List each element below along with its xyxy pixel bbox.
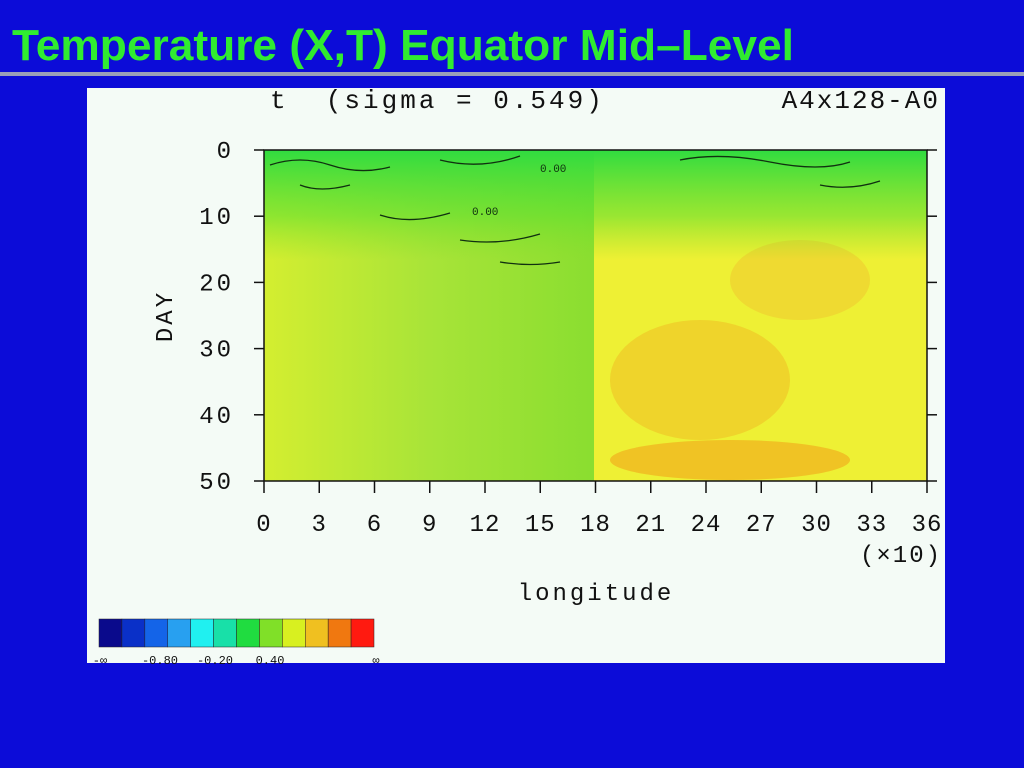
x-tick-label: 27 — [746, 512, 777, 539]
colorbar-swatch — [259, 618, 283, 648]
colorbar-swatch — [167, 618, 191, 648]
colorbar-label: -0.80 — [142, 654, 178, 668]
plot-title: t (sigma = 0.549) — [270, 86, 605, 116]
run-label: A4x128-A0 — [782, 86, 940, 116]
warm-patch — [610, 440, 850, 480]
colorbar-label: -0.20 — [197, 654, 233, 668]
slide-title: Temperature (X,T) Equator Mid–Level — [12, 21, 794, 70]
colorbar-swatch — [190, 618, 214, 648]
y-tick-label: 50 — [199, 470, 234, 497]
colorbar-swatch — [213, 618, 237, 648]
colorbar-swatch — [305, 618, 329, 648]
x-axis-label: longitude — [518, 581, 675, 608]
x-tick-label: 6 — [367, 512, 382, 539]
colorbar-swatch — [144, 618, 168, 648]
contour-label: 0.00 — [540, 164, 566, 176]
colorbar-swatch — [282, 618, 306, 648]
x-tick-label: 12 — [470, 512, 501, 539]
x-tick-label: 33 — [856, 512, 887, 539]
y-tick-label: 20 — [199, 271, 234, 298]
x-tick-label: 0 — [256, 512, 271, 539]
colorbar-swatch — [98, 618, 123, 648]
y-axis-label: DAY — [153, 290, 180, 342]
x-tick-label: 18 — [580, 512, 611, 539]
x-tick-label: 36 — [912, 512, 943, 539]
y-tick-label: 10 — [199, 205, 234, 232]
colorbar-swatch — [327, 618, 352, 648]
x-scale-label: (×10) — [860, 543, 942, 570]
colorbar-swatch — [121, 618, 146, 648]
y-tick-label: 40 — [199, 404, 234, 431]
colorbar-label: -∞ — [93, 654, 107, 668]
x-tick-label: 15 — [525, 512, 556, 539]
colorbar-swatch — [236, 618, 260, 648]
contour — [269, 155, 881, 266]
field — [264, 150, 927, 481]
x-tick-label: 24 — [691, 512, 722, 539]
top-band — [264, 150, 927, 260]
colorbar-label: ∞ — [372, 654, 379, 668]
x-tick-label: 9 — [422, 512, 437, 539]
x-tick-label: 3 — [312, 512, 327, 539]
y-tick-label: 0 — [217, 139, 234, 166]
x-tick-label: 21 — [635, 512, 666, 539]
y-tick-label: 30 — [199, 338, 234, 365]
contour-label: 0.00 — [472, 207, 498, 219]
x-tick-label: 30 — [801, 512, 832, 539]
colorbar-swatch — [350, 618, 375, 648]
divider — [0, 72, 1024, 76]
colorbar-label: 0.40 — [256, 654, 285, 668]
warm-patch — [610, 320, 790, 440]
